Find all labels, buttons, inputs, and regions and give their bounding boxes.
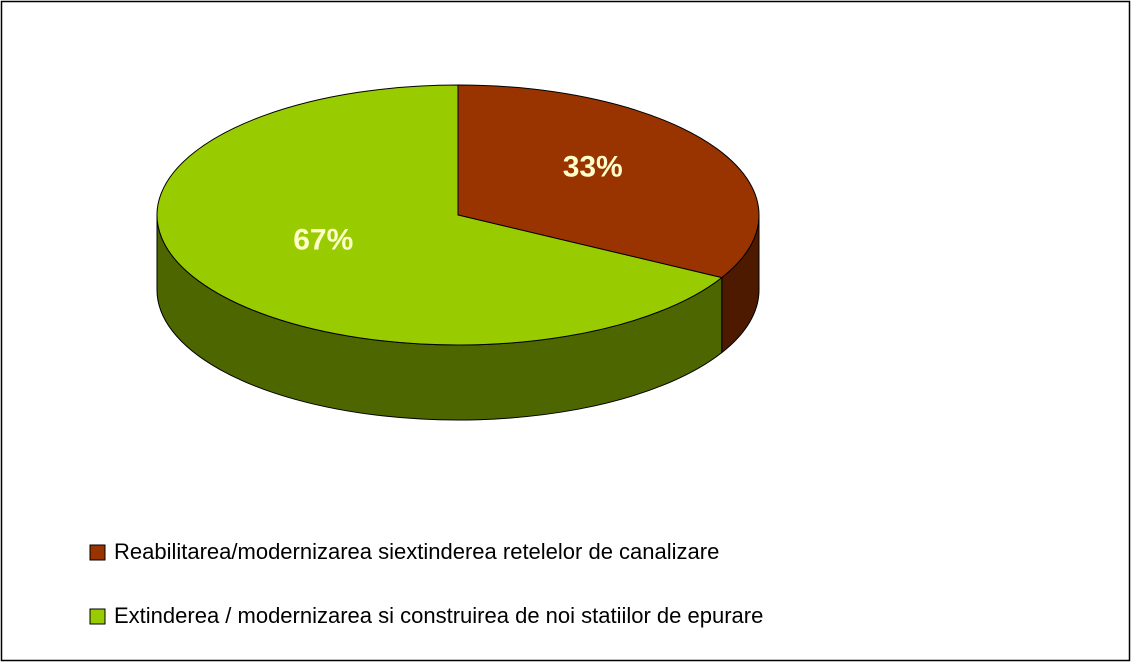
data-label: 33% — [563, 151, 623, 184]
data-label: 67% — [293, 223, 353, 256]
legend-swatch — [89, 544, 106, 561]
slice — [457, 84, 760, 279]
legend-label: Reabilitarea/modernizarea siextinderea r… — [114, 539, 719, 564]
slice — [156, 84, 723, 346]
legend-label: Extinderea / modernizarea si construirea… — [114, 603, 763, 628]
legend-swatch — [89, 608, 106, 625]
